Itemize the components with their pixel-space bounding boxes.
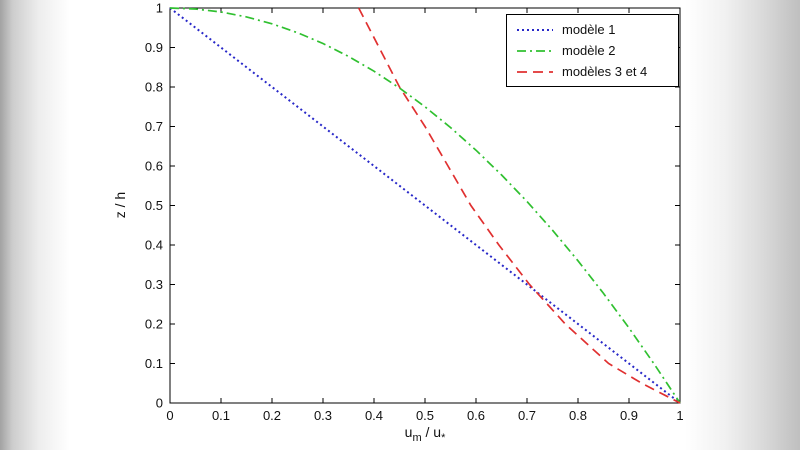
legend-label: modèle 1 [562,22,616,37]
y-tick-label: 0.1 [145,356,163,371]
y-tick-label: 0.3 [145,277,163,292]
legend: modèle 1 modèle 2 modèles 3 et 4 [506,14,679,87]
y-tick-label: 0.5 [145,198,163,213]
y-tick-label: 0.2 [145,317,163,332]
legend-line-sample-dashdot [517,49,553,52]
legend-label: modèles 3 et 4 [562,64,648,79]
legend-item-modele-1: modèle 1 [517,22,672,37]
y-tick-label: 1 [156,1,163,16]
y-axis-label: z / h [112,191,128,219]
y-tick-label: 0 [156,396,163,411]
legend-label: modèle 2 [562,43,616,58]
x-axis-label: um / u* [405,424,446,444]
x-tick-label: 0.5 [416,408,434,423]
x-tick-label: 0.7 [518,408,536,423]
y-tick-label: 0.8 [145,80,163,95]
x-tick-label: 0.6 [467,408,485,423]
x-tick-label: 0.4 [365,408,383,423]
y-tick-label: 0.4 [145,238,163,253]
x-tick-label: 0.1 [212,408,230,423]
x-axis-label-u1: u [404,424,413,440]
x-tick-label: 0.8 [569,408,587,423]
legend-line-sample-dashed [517,70,553,73]
x-axis-label-u2: u [433,424,442,440]
legend-item-modeles-3-4: modèles 3 et 4 [517,64,672,79]
x-tick-label: 0.3 [314,408,332,423]
series-line-3 [357,7,681,404]
y-tick-label: 0.9 [145,40,163,55]
x-axis-label-sub-m: m [412,431,422,444]
x-axis-label-separator: / [421,424,434,440]
y-tick-label: 0.7 [145,119,163,134]
x-axis-label-sub-star: * [441,431,446,444]
legend-line-sample-dotted [517,28,553,31]
x-tick-label: 1 [676,408,683,423]
x-tick-label: 0.2 [263,408,281,423]
x-tick-label: 0 [166,408,173,423]
x-tick-label: 0.9 [620,408,638,423]
legend-item-modele-2: modèle 2 [517,43,672,58]
y-tick-label: 0.6 [145,159,163,174]
